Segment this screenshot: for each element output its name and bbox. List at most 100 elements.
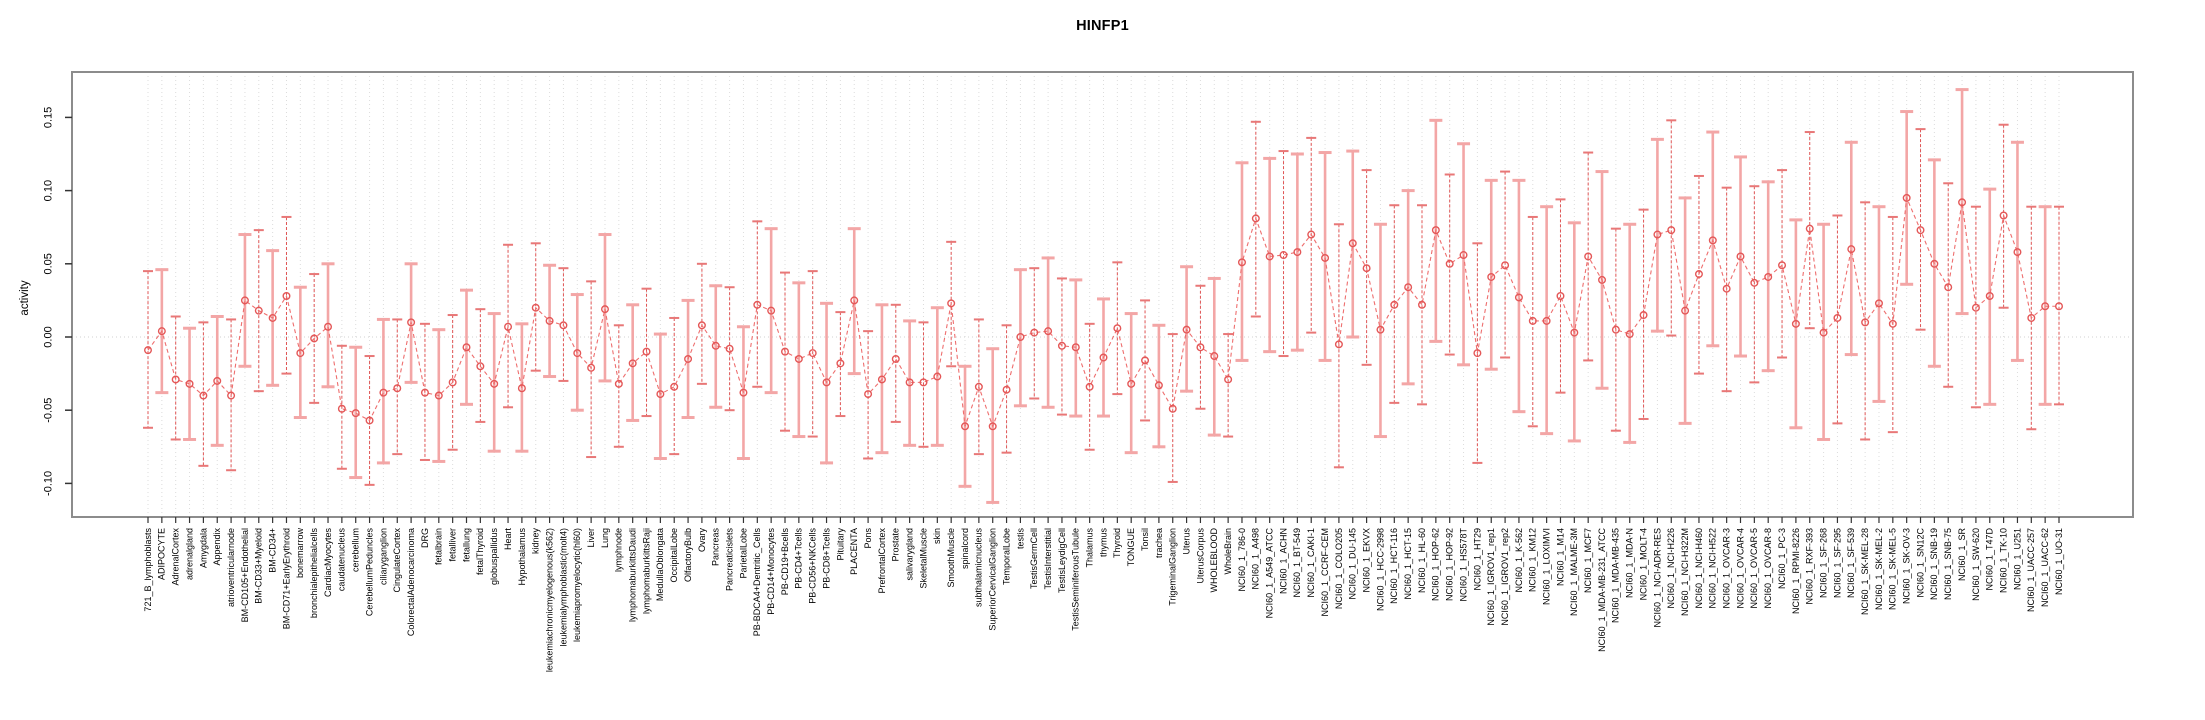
x-tick-label: DRG xyxy=(420,528,430,548)
data-point xyxy=(822,378,831,387)
x-tick-label: NCI60_1_OVCAR-3 xyxy=(1722,528,1732,609)
data-point xyxy=(753,300,762,309)
data-point xyxy=(850,296,859,305)
data-point xyxy=(808,349,817,358)
data-point xyxy=(1182,325,1191,334)
data-point xyxy=(240,296,249,305)
data-point xyxy=(642,347,651,356)
data-point xyxy=(1141,356,1150,365)
data-point xyxy=(1196,343,1205,352)
x-tick-label: PB-CD8+Tcells xyxy=(821,528,831,589)
x-tick-label: thymus xyxy=(1098,528,1108,558)
data-point xyxy=(1861,318,1870,327)
data-point xyxy=(351,409,360,418)
data-point xyxy=(199,391,208,400)
data-point xyxy=(379,388,388,397)
data-point xyxy=(573,349,582,358)
data-point xyxy=(947,299,956,308)
data-point xyxy=(365,416,374,425)
data-point xyxy=(1722,284,1731,293)
data-point xyxy=(1639,311,1648,320)
x-tick-label: leukemiapromyelocytic(hl60) xyxy=(572,528,582,642)
x-tick-label: NCI60_1_A498 xyxy=(1251,528,1261,590)
x-tick-label: NCI60_1_LOXIMVI xyxy=(1542,528,1552,605)
x-tick-label: NCI60_1_HOP-62 xyxy=(1431,528,1441,601)
data-point xyxy=(1930,259,1939,268)
data-point xyxy=(1985,292,1994,301)
x-tick-label: 721_B_lymphoblasts xyxy=(143,528,153,612)
data-point xyxy=(185,379,194,388)
x-tick-label: NCI60_1_UACC-62 xyxy=(2040,528,2050,607)
data-point xyxy=(1902,193,1911,202)
data-point xyxy=(767,306,776,315)
x-tick-label: ciliaryganglion xyxy=(378,528,388,585)
x-tick-label: SmoothMuscle xyxy=(946,528,956,588)
x-tick-label: Ovary xyxy=(697,528,707,553)
data-point xyxy=(434,391,443,400)
x-tick-label: NCI60_1_UACC-257 xyxy=(2026,528,2036,612)
x-tick-label: Tonsil xyxy=(1140,528,1150,551)
data-point xyxy=(1528,316,1537,325)
x-tick-label: PB-CD14+Monocytes xyxy=(766,528,776,615)
data-point xyxy=(711,341,720,350)
data-point xyxy=(988,422,997,431)
data-point xyxy=(1764,272,1773,281)
data-point xyxy=(684,354,693,363)
data-point xyxy=(2041,302,2050,311)
x-tick-label: bonemarrow xyxy=(295,528,305,579)
data-point xyxy=(448,378,457,387)
x-tick-label: NCI60_1_RXF-393 xyxy=(1805,528,1815,605)
x-tick-label: NCI60_1_NCI-H226 xyxy=(1666,528,1676,609)
x-tick-label: lymphomaburkittsRaji xyxy=(641,528,651,614)
data-point xyxy=(1487,272,1496,281)
x-tick-label: TestisLeydigCell xyxy=(1057,528,1067,593)
x-tick-label: NCI60_1_OVCAR-4 xyxy=(1735,528,1745,609)
data-point xyxy=(1584,252,1593,261)
data-point xyxy=(1611,325,1620,334)
chart-title: HINFP1 xyxy=(1076,18,1129,34)
x-tick-label: NCI60_1_EKVX xyxy=(1361,528,1371,593)
x-tick-label: BM-CD71+EarlyErythroid xyxy=(281,528,291,629)
x-tick-label: lymphnode xyxy=(614,528,624,572)
data-point xyxy=(1473,349,1482,358)
data-point xyxy=(1501,261,1510,270)
data-point xyxy=(933,372,942,381)
data-point xyxy=(656,390,665,399)
x-tick-label: NCI60_1_SF-539 xyxy=(1846,528,1856,598)
data-point xyxy=(1833,313,1842,322)
x-tick-label: NCI60_1_MOLT-4 xyxy=(1638,528,1648,600)
x-tick-label: globuspallidus xyxy=(489,528,499,586)
data-point xyxy=(1667,226,1676,235)
x-tick-label: SkeletalMuscle xyxy=(918,528,928,589)
data-point xyxy=(614,379,623,388)
data-point xyxy=(1431,226,1440,235)
x-tick-label: PB-CD19+Bcells xyxy=(780,528,790,596)
x-tick-label: NCI60_1_COLO205 xyxy=(1334,528,1344,609)
data-point xyxy=(1417,300,1426,309)
data-point xyxy=(1542,316,1551,325)
x-tick-label: NCI60_1_SF-295 xyxy=(1832,528,1842,598)
x-tick-label: NCI60_1_SW-620 xyxy=(1971,528,1981,601)
x-tick-label: adrenalgland xyxy=(184,528,194,580)
data-point xyxy=(1293,248,1302,257)
x-tick-label: OlfactoryBulb xyxy=(683,528,693,582)
x-tick-label: NCI60_1_CAKI-1 xyxy=(1306,528,1316,598)
data-point xyxy=(2054,302,2063,311)
y-tick-label: 0.05 xyxy=(43,253,55,274)
data-point xyxy=(891,354,900,363)
x-tick-label: NCI60_1_UO-31 xyxy=(2054,528,2064,595)
x-tick-label: NCI60_1_U251 xyxy=(2012,528,2022,590)
data-point xyxy=(1681,306,1690,315)
data-point xyxy=(490,379,499,388)
x-tick-label: TONGUE xyxy=(1126,528,1136,566)
data-point xyxy=(1016,333,1025,342)
data-point xyxy=(1819,328,1828,337)
data-point xyxy=(1459,251,1468,260)
x-tick-label: Lung xyxy=(600,528,610,548)
x-tick-label: AdrenalCortex xyxy=(171,528,181,586)
data-point xyxy=(1750,278,1759,287)
x-tick-label: TestisInterstitial xyxy=(1043,528,1053,590)
x-tick-label: SuperiorCervicalGanglion xyxy=(988,528,998,631)
data-point xyxy=(739,388,748,397)
